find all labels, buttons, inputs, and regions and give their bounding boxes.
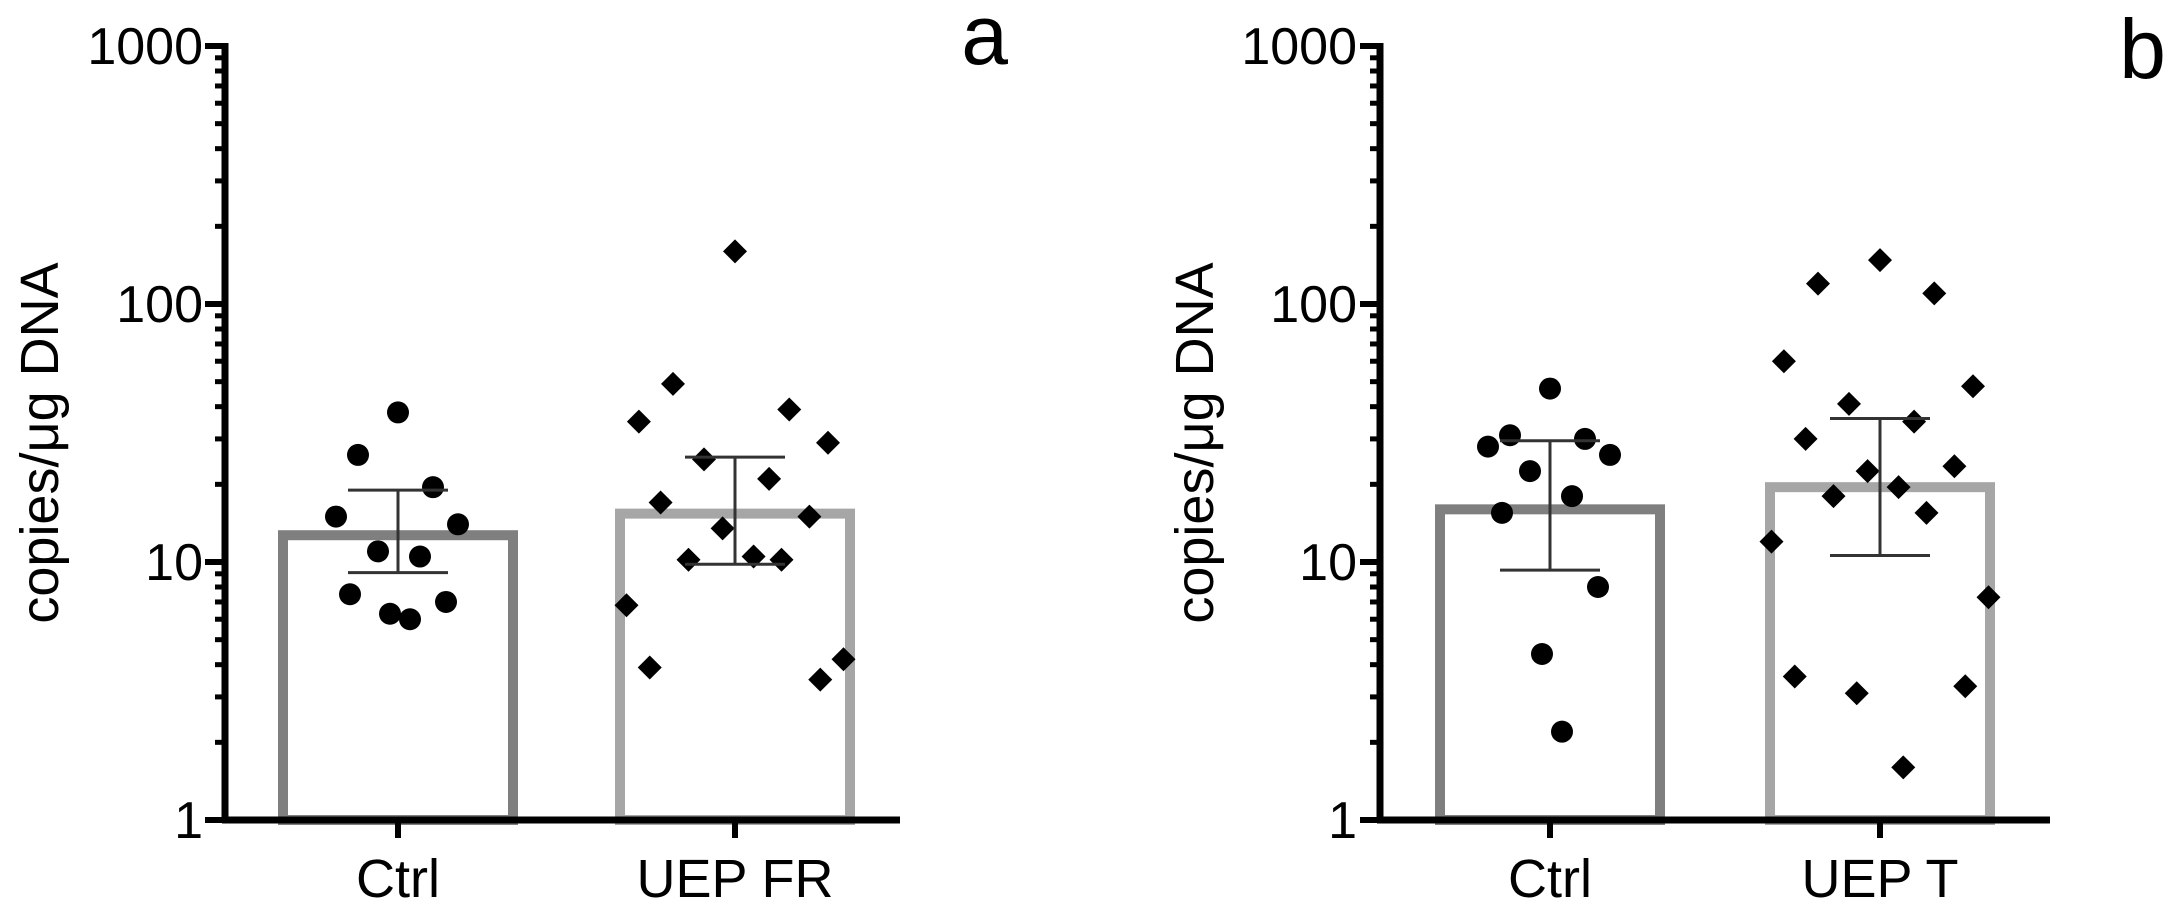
data-point [1551, 720, 1573, 743]
data-point [723, 239, 747, 264]
data-point [1477, 435, 1499, 458]
data-point [661, 371, 685, 396]
x-tick-label: Ctrl [356, 849, 440, 909]
data-point [1531, 642, 1553, 665]
data-point [1793, 426, 1818, 451]
data-point [1953, 674, 1978, 699]
bar-ctrl [278, 530, 518, 825]
data-point [379, 602, 401, 625]
data-point [1837, 391, 1861, 416]
data-point [1886, 475, 1911, 500]
data-point [757, 466, 782, 491]
y-tick-label: 1 [1328, 792, 1357, 850]
data-point [1891, 755, 1916, 780]
y-tick-label: 1000 [87, 18, 203, 76]
data-point [1806, 271, 1830, 296]
data-point [1574, 427, 1596, 450]
y-tick-label: 1 [174, 792, 203, 850]
data-point [676, 547, 701, 572]
x-tick-label: UEP FR [636, 849, 833, 909]
data-point [422, 476, 444, 499]
data-point [1922, 281, 1947, 306]
x-tick-label: Ctrl [1508, 849, 1592, 909]
panel-b: 1 10 100 1000 Ctrl UEP T copies/μg DNA b [1165, 2, 2166, 909]
panel-label: b [2119, 2, 2166, 96]
data-point [614, 593, 639, 618]
data-point [1902, 409, 1927, 434]
data-point [710, 516, 735, 541]
data-point [626, 409, 651, 434]
y-tick-label: 100 [116, 276, 203, 334]
x-tick-label: UEP T [1801, 849, 1958, 909]
y-tick-label: 10 [145, 534, 203, 592]
data-point [1855, 459, 1880, 484]
y-axis-title: copies/μg DNA [10, 262, 70, 623]
data-point [399, 608, 421, 631]
data-point [447, 513, 469, 536]
data-point [1539, 377, 1561, 400]
data-point [435, 590, 457, 613]
data-point [831, 647, 856, 672]
data-point [1961, 374, 1985, 399]
data-point [808, 667, 833, 692]
data-point [325, 505, 347, 528]
panel-a: 1 10 100 1000 Ctrl UEP FR copies/μg DNA a [10, 0, 1008, 909]
data-point [339, 583, 361, 606]
data-point [741, 544, 766, 569]
data-point [637, 655, 662, 680]
y-tick-label: 100 [1270, 276, 1357, 334]
data-point [1976, 585, 2001, 610]
data-point [1519, 460, 1541, 483]
data-point [1844, 681, 1869, 706]
panel-label: a [961, 0, 1008, 82]
data-point [367, 540, 389, 563]
data-point [1561, 485, 1583, 508]
data-point [1491, 501, 1513, 524]
data-point [1599, 443, 1621, 466]
data-point [1782, 664, 1807, 689]
data-point [387, 401, 409, 424]
data-point [1759, 529, 1784, 554]
data-point [409, 545, 431, 568]
data-point [1771, 349, 1796, 374]
data-point [1821, 484, 1846, 509]
data-point [816, 430, 840, 455]
data-point [648, 490, 673, 515]
y-tick-label: 10 [1299, 534, 1357, 592]
data-point [769, 547, 794, 572]
data-point [777, 397, 802, 422]
data-point [1942, 454, 1967, 479]
data-point [1868, 248, 1892, 273]
data-point [1499, 424, 1521, 447]
data-point [797, 504, 822, 529]
y-tick-label: 1000 [1241, 18, 1357, 76]
data-point [1914, 500, 1939, 525]
data-point [692, 447, 716, 472]
data-point [347, 443, 369, 466]
data-point [1587, 576, 1609, 599]
y-axis-title: copies/μg DNA [1165, 262, 1225, 623]
